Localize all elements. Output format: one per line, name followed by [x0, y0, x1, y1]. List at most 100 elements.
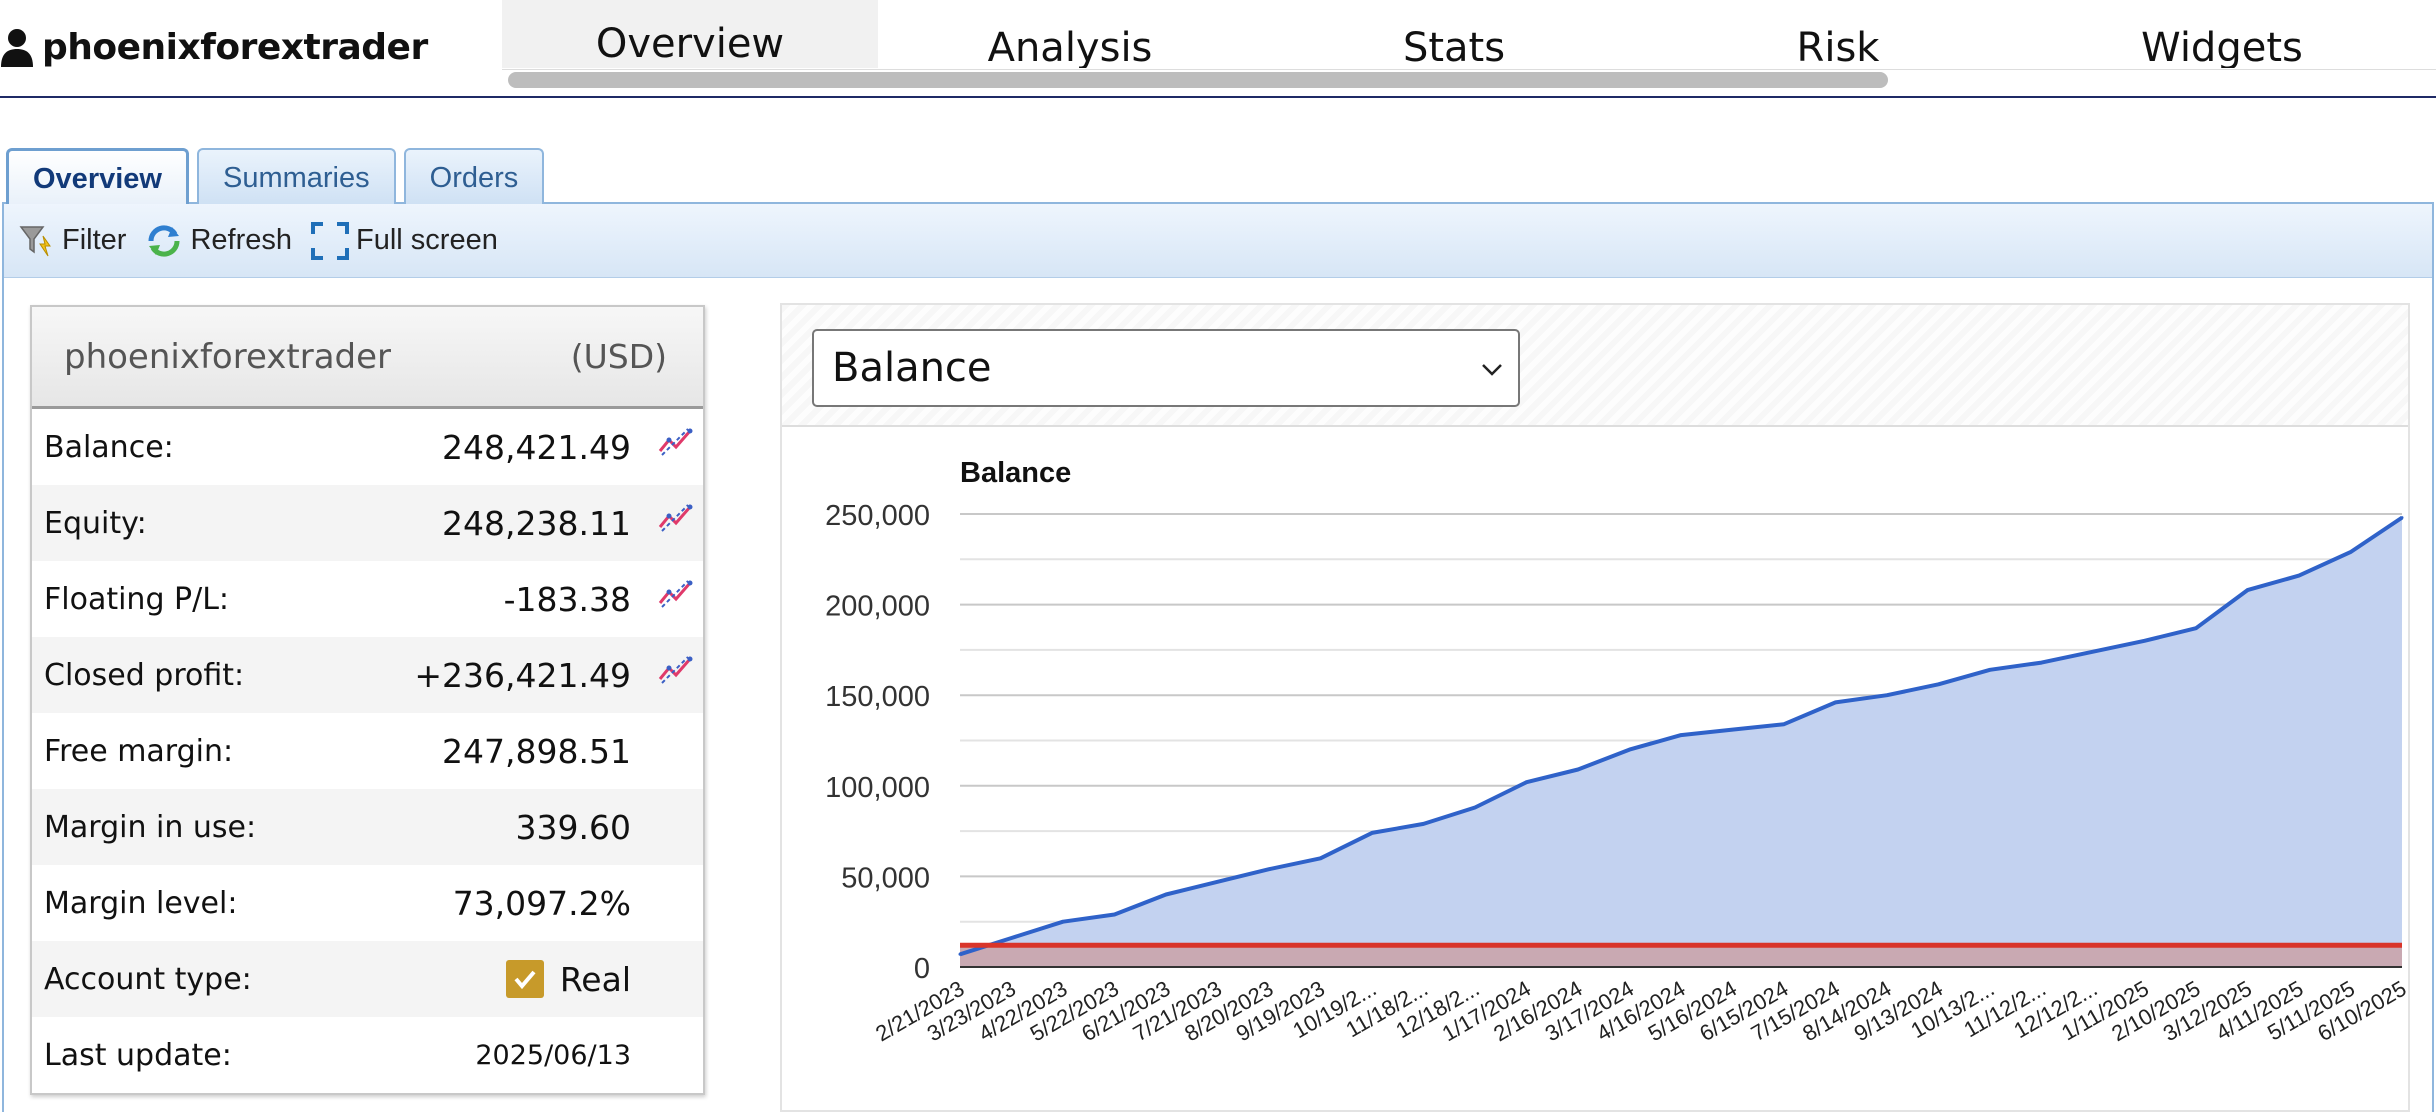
balance-point [2091, 650, 2095, 654]
account-summary-card: phoenixforextrader (USD) Balance: 248,421… [30, 305, 705, 1095]
balance-point [1216, 880, 1219, 884]
card-currency: (USD) [570, 337, 667, 376]
deposit-area [960, 945, 2402, 967]
fullscreen-icon [311, 221, 349, 260]
trend-chart-icon[interactable] [657, 653, 693, 687]
account-row: Margin level: 73,097.2% [32, 865, 703, 941]
row-label: Balance: [44, 429, 174, 465]
balance-point [2246, 588, 2249, 592]
nav-tab-label: Risk [1796, 25, 1880, 68]
balance-point [958, 952, 962, 956]
row-label: Margin in use: [44, 809, 257, 845]
balance-point [1679, 733, 1683, 737]
nav-tab-label: Analysis [987, 25, 1153, 68]
filter-label: Filter [62, 224, 127, 256]
nav-tab-label: Widgets [2141, 25, 2303, 68]
balance-point [1422, 822, 1425, 826]
nav-tab-label: Stats [1402, 25, 1506, 68]
chart-type-select[interactable]: Balance [812, 329, 1520, 407]
username: phoenixforextrader [42, 26, 428, 68]
account-rows: Balance: 248,421.49 Equity: 248,238.11 Float… [32, 409, 703, 1093]
balance-point [2349, 550, 2352, 554]
subtab-summaries[interactable]: Summaries [196, 148, 396, 204]
balance-point [1937, 682, 1940, 686]
nav-tab-widgets[interactable]: Widgets [2030, 0, 2414, 68]
balance-point [1576, 768, 1580, 771]
nav-scrollbar[interactable] [508, 72, 1888, 88]
top-header: phoenixforextrader Overview Analysis Sta… [0, 0, 2436, 98]
row-value: 248,238.11 [442, 503, 631, 543]
user-icon [1, 29, 33, 67]
balance-point [2400, 516, 2404, 520]
balance-point [2143, 639, 2146, 643]
account-row: Equity: 248,238.11 [32, 485, 703, 561]
toolbar: Filter Refresh Full screen [4, 204, 2432, 278]
nav-tab-overview[interactable]: Overview [502, 0, 878, 68]
row-value: 339.60 [515, 807, 631, 847]
content-panel [2, 202, 2434, 1112]
filter-icon [19, 225, 51, 256]
balance-point [1885, 693, 1889, 697]
y-tick-label: 250,000 [825, 500, 930, 532]
nav-tab-analysis[interactable]: Analysis [878, 0, 1262, 68]
balance-point [2297, 574, 2301, 578]
balance-point [1113, 913, 1116, 916]
nav-tab-stats[interactable]: Stats [1262, 0, 1646, 68]
nav-tab-risk[interactable]: Risk [1646, 0, 2030, 68]
trend-chart-icon[interactable] [657, 501, 693, 535]
account-row: Free margin: 247,898.51 [32, 713, 703, 789]
account-type-text: Real [559, 959, 631, 999]
balance-point [1010, 936, 1013, 940]
row-value: 247,898.51 [442, 731, 631, 771]
card-header: phoenixforextrader (USD) [32, 307, 703, 409]
chart-controls: Balance [782, 305, 2408, 427]
account-row: Closed profit: +236,421.49 [32, 637, 703, 713]
row-label: Account type: [44, 961, 252, 997]
checkbox-icon [505, 960, 544, 998]
balance-point [1834, 700, 1837, 704]
row-value: -183.38 [503, 579, 631, 619]
row-label: Free margin: [44, 733, 234, 769]
row-label: Last update: [44, 1037, 232, 1073]
account-row: Floating P/L: -183.38 [32, 561, 703, 637]
row-value: 248,421.49 [442, 427, 631, 467]
y-tick-label: 50,000 [841, 862, 930, 894]
row-label: Equity: [44, 505, 147, 541]
main-nav: Overview Analysis Stats Risk Widgets [502, 0, 2436, 70]
trend-chart-icon[interactable] [657, 425, 693, 459]
row-value: 2025/06/13 [475, 1039, 631, 1071]
subtab-overview[interactable]: Overview [6, 148, 189, 204]
refresh-button[interactable]: Refresh [144, 221, 292, 261]
account-row: Margin in use: 339.60 [32, 789, 703, 865]
refresh-label: Refresh [190, 224, 292, 256]
balance-point [1267, 867, 1271, 871]
y-tick-label: 100,000 [825, 772, 930, 804]
balance-area [960, 517, 2402, 967]
row-value: +236,421.49 [414, 655, 631, 695]
balance-point [1731, 728, 1734, 732]
filter-button[interactable]: Filter [18, 222, 126, 260]
fullscreen-label: Full screen [356, 224, 498, 256]
balance-point [1164, 893, 1168, 896]
row-label: Margin level: [44, 885, 238, 921]
account-row: Account type: Real [32, 941, 703, 1017]
balance-point [2194, 626, 2198, 630]
row-value: 73,097.2% [452, 883, 631, 923]
balance-chart: Balance 0 50,000 100,000 150,000 200,000 250,0… [825, 457, 2408, 1046]
subtab-orders[interactable]: Orders [403, 148, 545, 204]
y-tick-label: 200,000 [825, 591, 930, 623]
y-tick-label: 150,000 [825, 681, 930, 713]
row-label: Closed profit: [44, 657, 245, 693]
balance-point [1782, 722, 1786, 726]
account-row: Balance: 248,421.49 [32, 409, 703, 485]
fullscreen-button[interactable]: Full screen [310, 221, 498, 261]
card-account-name: phoenixforextrader [64, 336, 392, 377]
balance-point [1473, 806, 1477, 809]
balance-point [2040, 661, 2043, 665]
chart-type-value: Balance [832, 345, 992, 391]
trend-chart-icon[interactable] [657, 577, 693, 611]
account-name: phoenixforextrader [0, 22, 428, 72]
balance-point [1628, 748, 1631, 752]
nav-tab-label: Overview [595, 21, 785, 67]
balance-point [1525, 780, 1528, 784]
